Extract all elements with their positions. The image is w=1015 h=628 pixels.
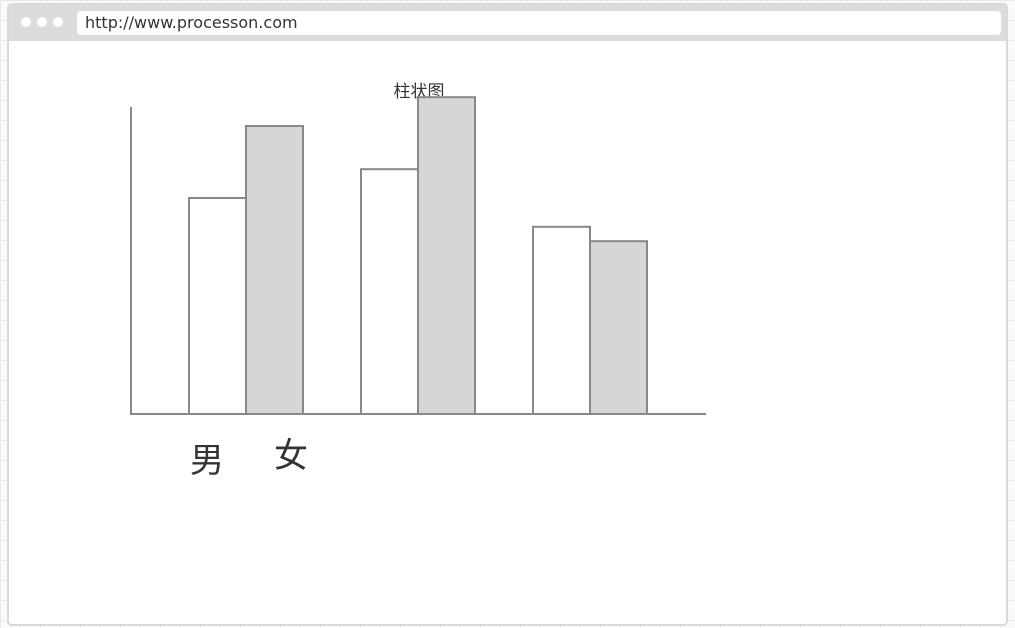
bar-chart: 柱状图 男女 <box>9 41 1006 626</box>
browser-window: http://www.processon.com 柱状图 男女 <box>7 3 1008 626</box>
browser-toolbar: http://www.processon.com <box>9 5 1006 41</box>
bar-series-0-cat-0 <box>189 198 246 414</box>
page-content: 柱状图 男女 <box>9 41 1006 624</box>
address-bar[interactable]: http://www.processon.com <box>77 11 1001 35</box>
bar-series-1-cat-1 <box>418 97 475 414</box>
bar-series-0-cat-2 <box>533 227 590 414</box>
legend-label-series-1: 女 <box>274 436 308 476</box>
bars-group <box>189 97 647 414</box>
window-control-dot-icon[interactable] <box>37 17 47 27</box>
window-control-dot-icon[interactable] <box>21 17 31 27</box>
window-control-dot-icon[interactable] <box>53 17 63 27</box>
legend-label-series-0: 男 <box>190 441 224 481</box>
legend: 男女 <box>190 436 308 481</box>
bar-series-1-cat-0 <box>246 126 303 414</box>
bar-series-1-cat-2 <box>590 241 647 414</box>
bar-series-0-cat-1 <box>361 169 418 414</box>
